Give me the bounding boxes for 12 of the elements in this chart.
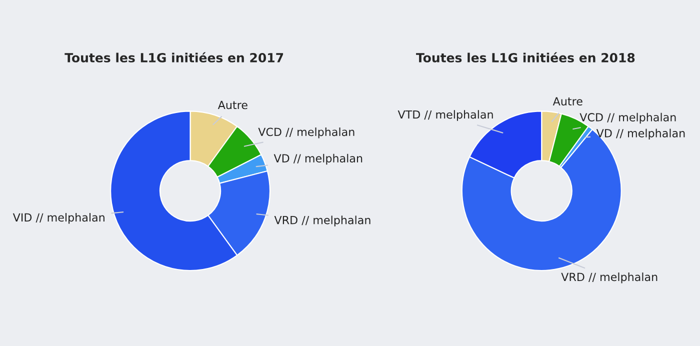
slice-label: Autre xyxy=(218,100,248,110)
slice-label: VRD // melphalan xyxy=(274,216,370,226)
slice-label: VCD // melphalan xyxy=(580,112,676,124)
chart-title: Toutes les L1G initiées en 2018 xyxy=(416,52,635,62)
slice-label: VD // melphalan xyxy=(596,128,685,140)
slice-label: VID // melphalan xyxy=(12,213,104,224)
slice-label: VRD // melphalan xyxy=(561,272,658,284)
chart-title: Toutes les L1G initiées en 2017 xyxy=(64,52,284,62)
slice-label: VCD // melphalan xyxy=(258,127,354,138)
slice-label: Autre xyxy=(552,97,582,106)
slice-label: VTD // melphalan xyxy=(398,110,493,121)
slice-label: VD // melphalan xyxy=(274,154,362,165)
